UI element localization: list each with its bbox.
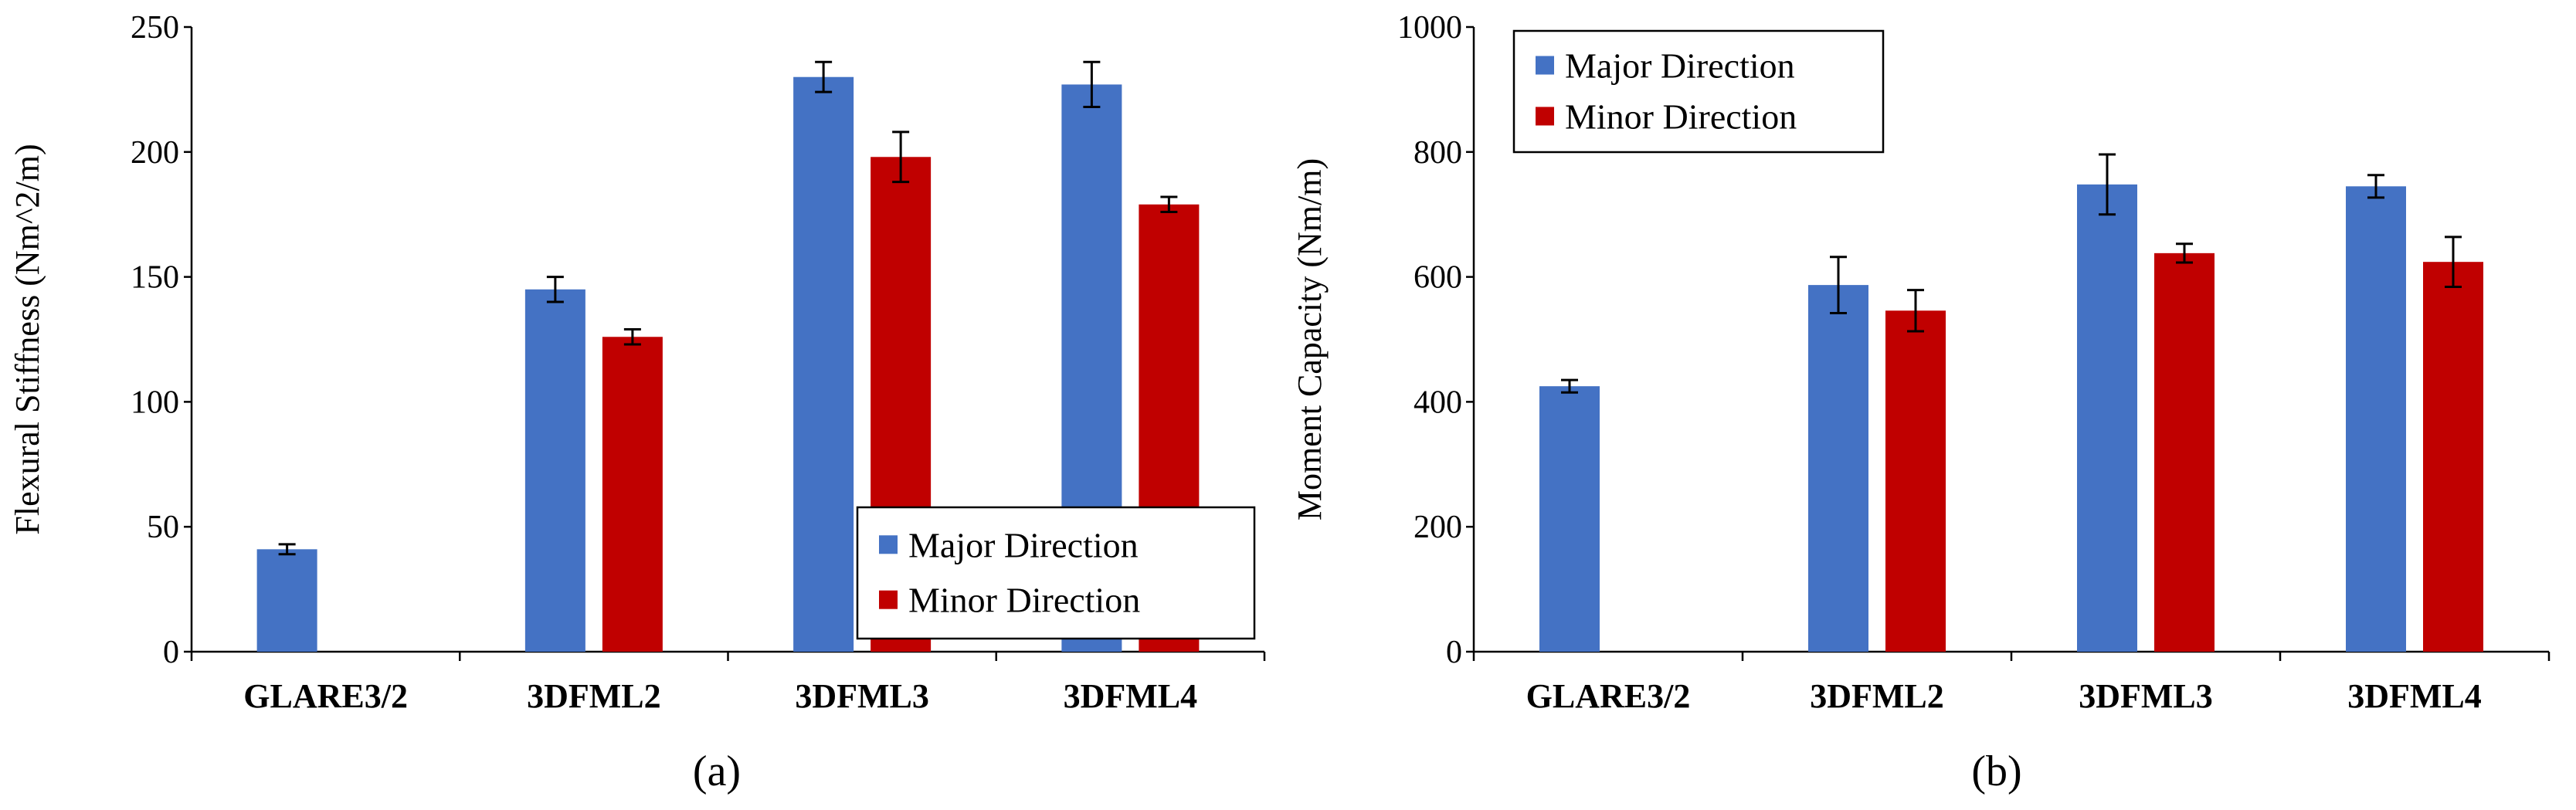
major-bar: [2077, 184, 2137, 652]
x-category-label: 3DFML4: [1064, 677, 1198, 715]
panel-b: 0 200 400 600 800 1000 GLARE3/2 3DFML2 3DFML3 3DF…: [1291, 10, 2551, 795]
panel-a: 0 50 100 150 200 250 GLARE3/2 3DFML2 3DFML3 3DFML…: [8, 10, 1266, 795]
minor-bar: [602, 337, 663, 652]
minor-bar: [1885, 310, 1946, 652]
y-tick-label: 150: [131, 260, 179, 296]
y-tick-label: 600: [1414, 260, 1462, 296]
y-tick-label: 0: [1446, 635, 1462, 670]
minor-bar: [2154, 252, 2215, 652]
panel-caption: (a): [693, 747, 741, 795]
panel-caption: (b): [1971, 747, 2021, 795]
y-tick-label: 100: [131, 385, 179, 420]
major-bar: [524, 289, 585, 652]
major-legend-swatch: [1536, 56, 1554, 75]
major-bar: [1808, 285, 1868, 652]
major-bar: [2346, 186, 2406, 652]
y-tick-label: 800: [1414, 135, 1462, 171]
x-category-label: GLARE3/2: [1526, 677, 1691, 715]
legend-label: Major Direction: [908, 525, 1139, 564]
legend-box: [856, 506, 1256, 640]
legend-label: Major Direction: [1565, 46, 1795, 86]
legend-box: [1512, 29, 1885, 154]
minor-legend-swatch: [879, 590, 898, 609]
y-tick-label: 400: [1414, 385, 1462, 420]
x-category-label: 3DFML4: [2347, 677, 2482, 715]
y-tick-label: 1000: [1397, 10, 1462, 46]
y-tick-label: 200: [1414, 510, 1462, 545]
major-bar: [793, 76, 854, 652]
legend-label: Minor Direction: [908, 581, 1140, 620]
x-category-label: 3DFML2: [1810, 677, 1944, 715]
x-category-label: GLARE3/2: [243, 677, 408, 715]
y-tick-label: 0: [163, 635, 179, 670]
y-axis-title: Moment Capacity (Nm/m): [1291, 158, 1329, 520]
major-legend-swatch: [879, 535, 898, 554]
y-tick-label: 50: [147, 510, 179, 545]
y-axis-title: Flexural Stiffness (Nm^2/m): [8, 144, 46, 534]
major-bar: [1539, 386, 1600, 652]
y-tick-label: 250: [131, 10, 179, 46]
major-bar: [256, 549, 317, 652]
minor-bar: [2423, 262, 2483, 652]
minor-legend-swatch: [1536, 107, 1554, 126]
x-category-label: 3DFML3: [2079, 677, 2213, 715]
y-tick-label: 200: [131, 135, 179, 171]
x-category-label: 3DFML3: [795, 677, 929, 715]
legend-label: Minor Direction: [1565, 97, 1797, 136]
x-category-label: 3DFML2: [527, 677, 661, 715]
